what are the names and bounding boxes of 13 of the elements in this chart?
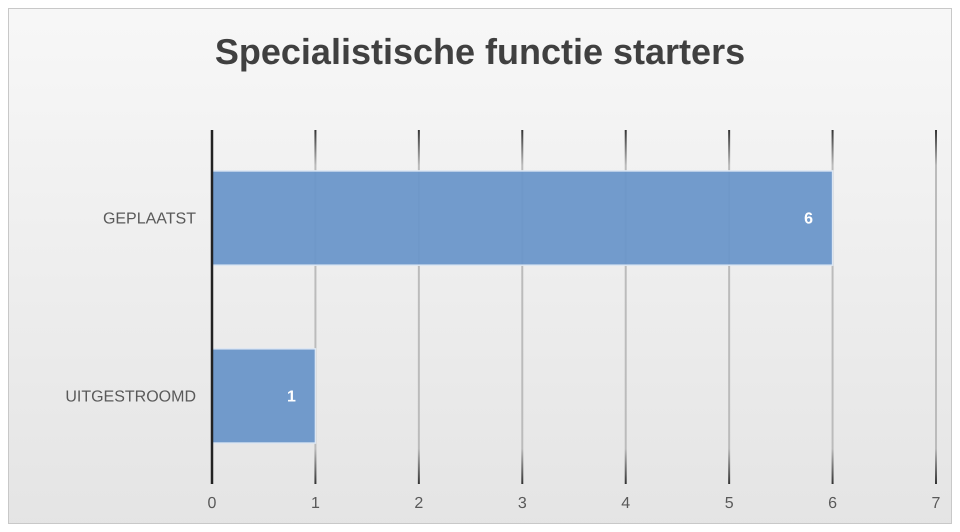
- chart-title: Specialistische functie starters: [214, 31, 746, 72]
- data-label: 1: [286, 388, 296, 406]
- x-tick-label: 4: [621, 495, 630, 512]
- y-tick-label: UITGESTROOMD: [65, 388, 196, 406]
- x-tick-label: 2: [414, 495, 424, 512]
- data-label: 6: [804, 210, 814, 228]
- x-tick-label: 7: [932, 495, 941, 512]
- x-tick-label: 1: [310, 495, 320, 512]
- x-tick-label: 3: [518, 495, 527, 512]
- x-tick-label: 0: [208, 495, 217, 512]
- x-tick-label: 5: [724, 495, 734, 512]
- y-tick-label: GEPLAATST: [102, 210, 196, 228]
- x-tick-label: 6: [828, 495, 838, 512]
